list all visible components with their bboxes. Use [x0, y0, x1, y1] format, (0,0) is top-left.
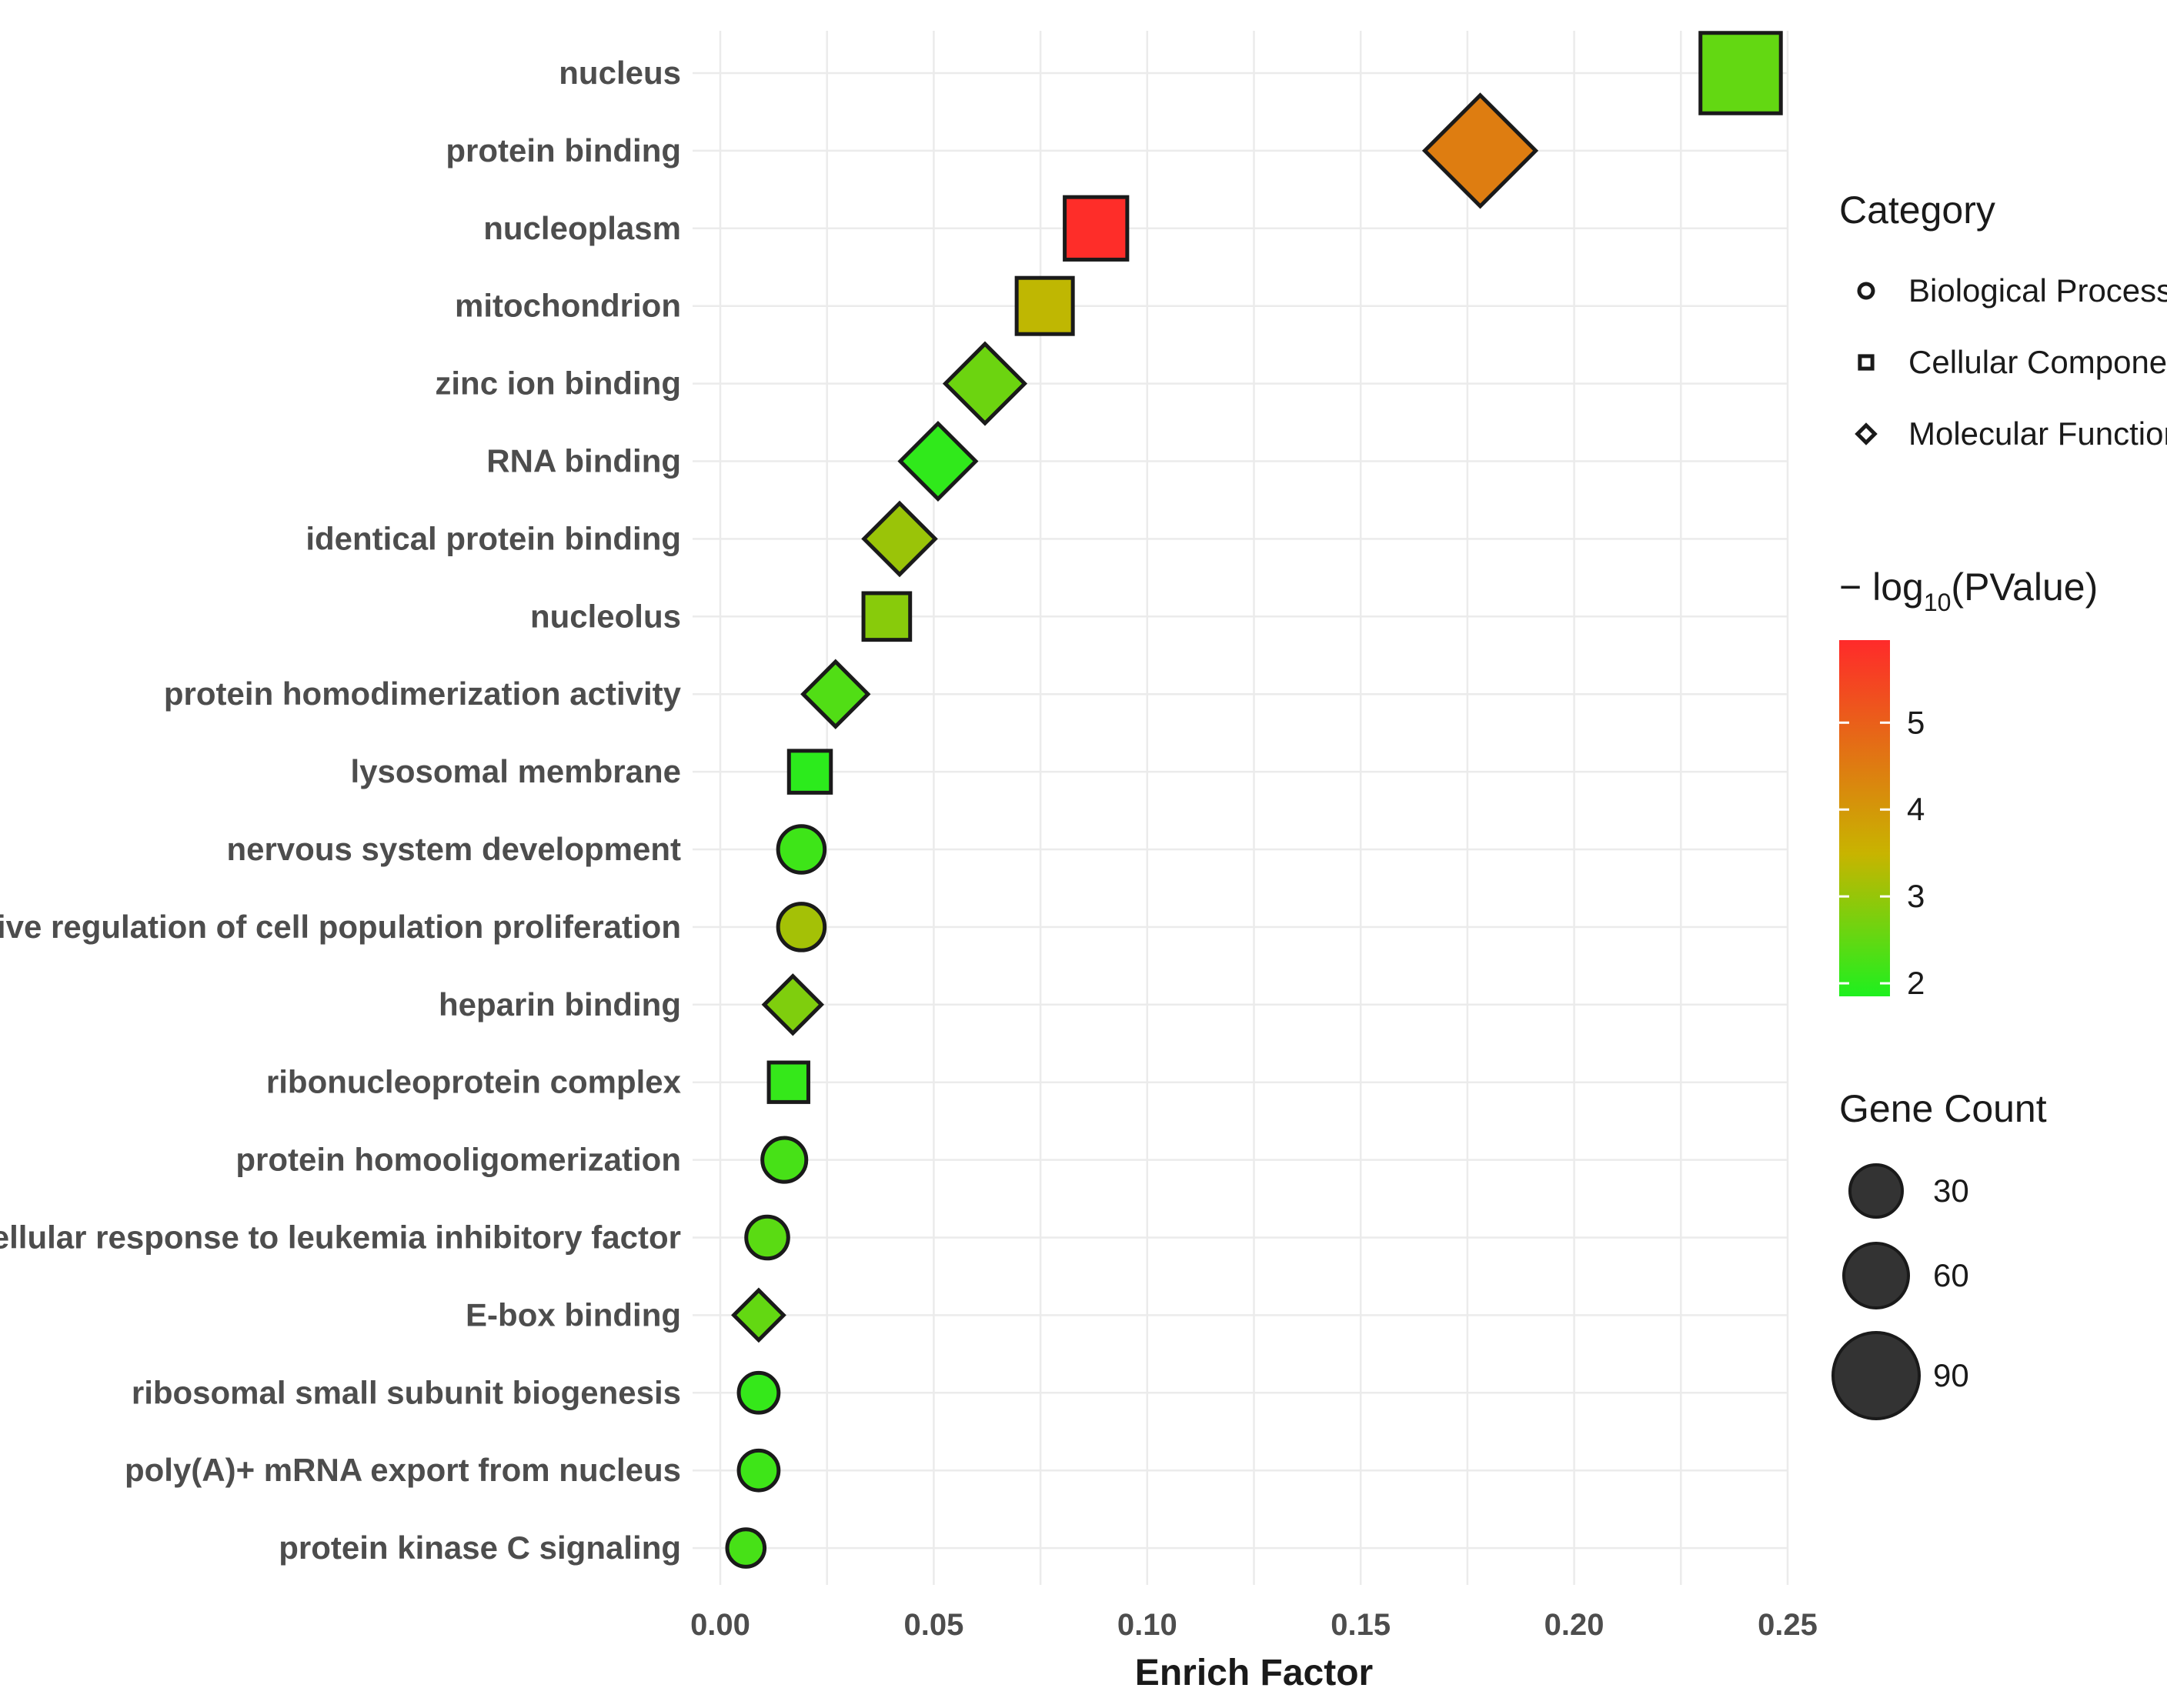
colorbar-tick-label: 3	[1907, 878, 1925, 914]
y-tick-label: ribonucleoprotein complex	[266, 1064, 682, 1100]
data-point	[1063, 195, 1130, 262]
x-tick-label: 0.00	[690, 1608, 750, 1642]
y-tick-label: zinc ion binding	[435, 365, 681, 402]
colorbar	[1839, 640, 1890, 996]
data-point	[800, 659, 871, 729]
legend-size-label: 30	[1933, 1173, 1969, 1209]
y-tick-label: nucleoplasm	[483, 210, 681, 246]
data-point	[736, 1370, 781, 1415]
legend-size-label: 90	[1933, 1357, 1969, 1393]
colorbar-tick-label: 4	[1907, 791, 1925, 827]
y-tick-label: RNA binding	[486, 443, 681, 479]
y-tick-label: cellular response to leukemia inhibitory…	[0, 1219, 681, 1256]
legend-square-key	[1858, 354, 1875, 371]
data-points	[725, 31, 1783, 1569]
legend-category-label: Molecular Function	[1908, 415, 2167, 452]
legend-category-label: Biological Process	[1908, 272, 2167, 309]
data-point	[942, 341, 1028, 426]
legend-size-label: 60	[1933, 1257, 1969, 1293]
y-tick-label: protein homooligomerization	[235, 1142, 681, 1178]
y-tick-label: identical protein binding	[306, 520, 681, 556]
data-point	[786, 749, 833, 795]
y-tick-label: heparin binding	[439, 986, 681, 1022]
y-axis-category-labels: nucleus protein binding nucleoplasm mitocho…	[0, 55, 682, 1566]
y-tick-label: mitochondrion	[455, 288, 681, 324]
y-tick-label: negative regulation of cell population p…	[0, 909, 681, 945]
legend-color-title-prefix: − log	[1839, 565, 1924, 609]
legend-color-title: − log10(PValue)	[1839, 565, 2098, 616]
legend-size-title: Gene Count	[1839, 1087, 2047, 1130]
legend-category-label: Cellular Component	[1908, 344, 2167, 380]
legend-category: Category Biological Process Cellular Comp…	[1839, 188, 2167, 452]
x-tick-label: 0.10	[1117, 1608, 1177, 1642]
data-point	[776, 902, 827, 952]
x-axis-title: Enrich Factor	[1135, 1653, 1373, 1693]
data-point	[760, 1136, 809, 1184]
data-point	[861, 591, 913, 642]
legend-size-circle	[1842, 1242, 1910, 1309]
x-tick-label: 0.20	[1544, 1608, 1604, 1642]
x-axis-ticks: 0.00 0.05 0.10 0.15 0.20 0.25	[690, 1608, 1818, 1642]
y-tick-label: ribosomal small subunit biogenesis	[132, 1374, 681, 1410]
y-tick-label: lysosomal membrane	[350, 753, 681, 789]
y-tick-label: nucleolus	[530, 598, 681, 634]
legend-color-title-subscript: 10	[1924, 589, 1952, 616]
y-tick-label: nucleus	[559, 55, 681, 91]
y-tick-label: poly(A)+ mRNA export from nucleus	[125, 1452, 681, 1488]
data-point	[761, 973, 824, 1036]
y-tick-label: protein homodimerization activity	[164, 676, 682, 712]
legend-category-title: Category	[1839, 188, 1995, 232]
grid-layer	[693, 31, 1789, 1585]
legend-diamond-key	[1855, 422, 1878, 445]
data-point	[725, 1527, 767, 1569]
data-point	[766, 1060, 810, 1104]
data-point	[861, 500, 938, 578]
x-tick-label: 0.15	[1331, 1608, 1391, 1642]
colorbar-tick-label: 2	[1907, 965, 1925, 1001]
legend-color: − log10(PValue) 2 3 4 5	[1839, 565, 2098, 1001]
y-tick-label: nervous system development	[226, 831, 681, 867]
data-point	[897, 420, 979, 502]
legend-circle-key	[1857, 282, 1875, 300]
data-point	[731, 1287, 786, 1343]
legend-size-circle	[1848, 1163, 1904, 1219]
legend-size: Gene Count 30 60 90	[1831, 1087, 2047, 1420]
data-point	[776, 824, 827, 875]
x-tick-label: 0.25	[1758, 1608, 1818, 1642]
data-point	[1014, 275, 1075, 336]
data-point	[736, 1448, 781, 1493]
legend-size-circle	[1831, 1331, 1921, 1420]
x-tick-label: 0.05	[903, 1608, 963, 1642]
data-point	[1698, 31, 1783, 115]
data-point	[1421, 92, 1539, 209]
y-tick-label: protein binding	[446, 132, 681, 168]
colorbar-tick-label: 5	[1907, 704, 1925, 740]
y-tick-label: E-box binding	[466, 1296, 681, 1333]
y-tick-label: protein kinase C signaling	[279, 1530, 681, 1566]
data-point	[744, 1214, 790, 1261]
legend-color-title-suffix: (PValue)	[1951, 565, 2098, 609]
